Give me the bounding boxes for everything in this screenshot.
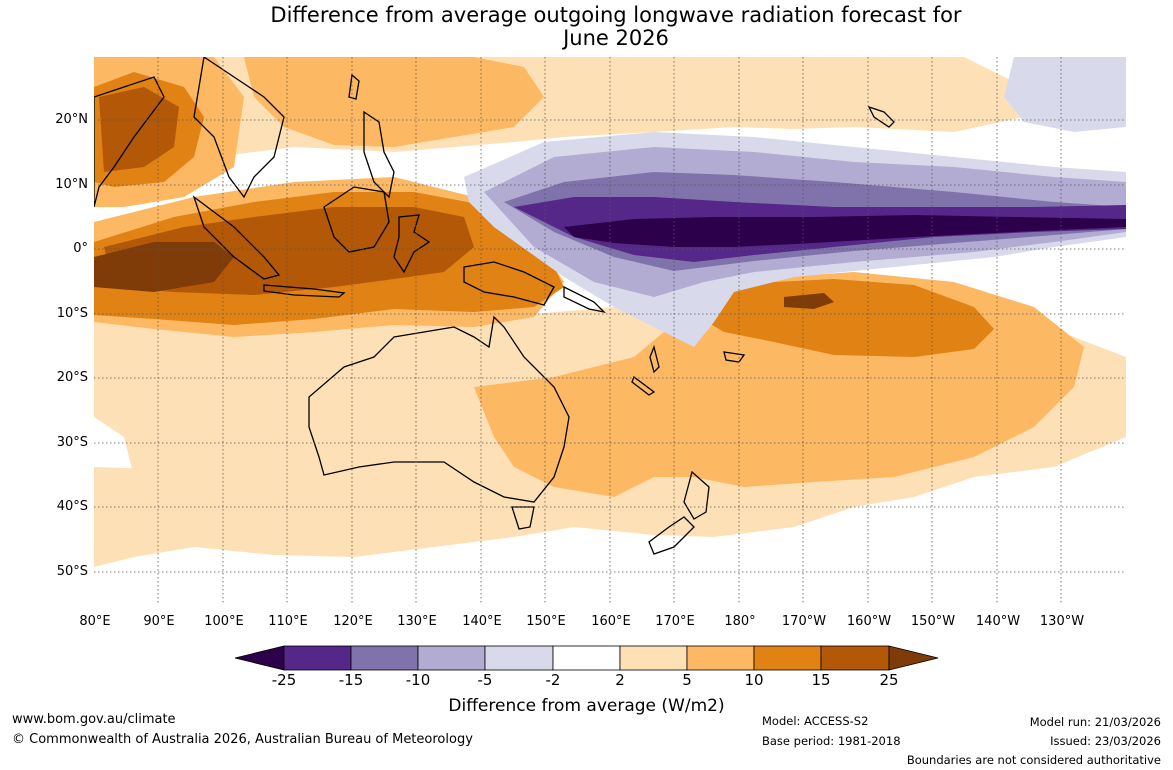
lat-label-40S: 40°S [56,499,88,514]
lon-label-170E: 170°E [655,614,695,629]
coastline-vanuatu [649,344,660,374]
anomaly-field [94,57,1126,605]
coastline-new-zealand-north [683,470,710,520]
coastline-hawaii [867,105,895,128]
coastline-india [94,76,165,208]
coastline-sumatra [192,195,281,280]
anomaly-band-medium-orange-north [244,57,544,147]
coastline-solomons [563,285,606,314]
lon-label-150W: 150°W [910,614,956,629]
colorbar-swatch-5-to-10 [686,645,755,671]
lat-label-10N: 10°N [55,177,88,192]
colorbar-tick-10: 10 [744,671,764,689]
colorbar-swatch-2-to-5 [619,645,688,671]
lon-label-160E: 160°E [591,614,631,629]
colorbar-swatch-above-25 [888,645,939,671]
colorbar-swatch-15-to-25 [820,645,890,671]
colorbar-tick-neg10: -10 [405,671,431,689]
coastline-borneo [323,186,390,253]
footer-copyright: © Commonwealth of Australia 2026, Austra… [12,732,473,747]
lon-label-110E: 110°E [268,614,308,629]
anomaly-band-darkest-purple-tropics [564,215,1126,247]
lat-label-20S: 20°S [56,370,88,385]
colorbar-tick-25: 25 [879,671,899,689]
footer-model-run: Model run: 21/03/2026 [1029,715,1161,729]
colorbar-tick-15: 15 [811,671,831,689]
colorbar-swatch-10-to-15 [753,645,822,671]
lon-label-140W: 140°W [975,614,1021,629]
lat-label-10S: 10°S [56,306,88,321]
colorbar-swatch-neg25-to-neg15 [283,645,352,671]
lon-label-140E: 140°E [462,614,502,629]
footer-disclaimer: Boundaries are not considered authoritat… [906,753,1161,767]
colorbar-tick-2: 2 [615,671,625,689]
map-title: Difference from average outgoing longwav… [0,4,1173,50]
coastline-java [263,284,346,298]
lat-label-50S: 50°S [56,564,88,579]
colorbar-tick-neg25: -25 [271,671,297,689]
lon-label-100E: 100°E [204,614,244,629]
footer-website: www.bom.gov.au/climate [12,712,176,727]
lat-label-equator: 0° [73,241,88,256]
lon-label-130W: 130°W [1039,614,1085,629]
title-line-2: June 2026 [563,26,669,50]
title-line-1: Difference from average outgoing longwav… [270,3,962,27]
anomaly-band-light-orange-southwest [94,467,564,551]
lon-label-160W: 160°W [846,614,892,629]
lat-label-30S: 30°S [56,435,88,450]
footer-base-period: Base period: 1981-2018 [762,734,901,748]
colorbar-swatches [234,645,939,671]
colorbar-tick-5: 5 [682,671,692,689]
colorbar-tick-neg2: -2 [545,671,561,689]
coastline-new-zealand-south [648,516,695,555]
coastline-australia [308,315,570,503]
colorbar-tick-neg15: -15 [338,671,364,689]
footer-issued: Issued: 23/03/2026 [1050,734,1161,748]
colorbar-swatch-neg2-to-2 [552,645,621,671]
lon-label-80E: 80°E [79,614,111,629]
lon-label-90E: 90°E [143,614,175,629]
colorbar [234,645,940,675]
colorbar-tick-neg5: -5 [477,671,493,689]
coastline-new-caledonia [631,375,656,396]
colorbar-caption: Difference from average (W/m2) [448,696,725,716]
lon-label-170W: 170°W [781,614,827,629]
coastline-indochina [193,57,285,199]
graticule [94,57,1126,605]
colorbar-swatch-neg5-to-neg2 [484,645,554,671]
anomaly-band-dark-orange-pacific [694,279,994,357]
lat-label-20N: 20°N [55,112,88,127]
footer-model: Model: ACCESS-S2 [762,714,869,728]
colorbar-swatch-neg15-to-neg10 [350,645,419,671]
colorbar-swatch-neg10-to-neg5 [417,645,486,671]
coastline-sulawesi [393,214,431,274]
coastline-new-guinea [463,261,555,306]
anomaly-band-darkest-orange-indian [94,242,234,292]
anomaly-band-lightest-purple-northeast [1004,57,1126,132]
colorbar-swatch-below-25 [234,645,285,671]
anomaly-band-darkest-orange-pacific [784,293,834,309]
lon-label-150E: 150°E [526,614,566,629]
olr-anomaly-map [94,57,1126,605]
coastlines [94,57,895,555]
coastline-taiwan [348,73,360,100]
lon-label-120E: 120°E [333,614,373,629]
lon-label-130E: 130°E [397,614,437,629]
lon-label-180: 180° [724,614,756,629]
coastline-philippines [363,110,395,199]
